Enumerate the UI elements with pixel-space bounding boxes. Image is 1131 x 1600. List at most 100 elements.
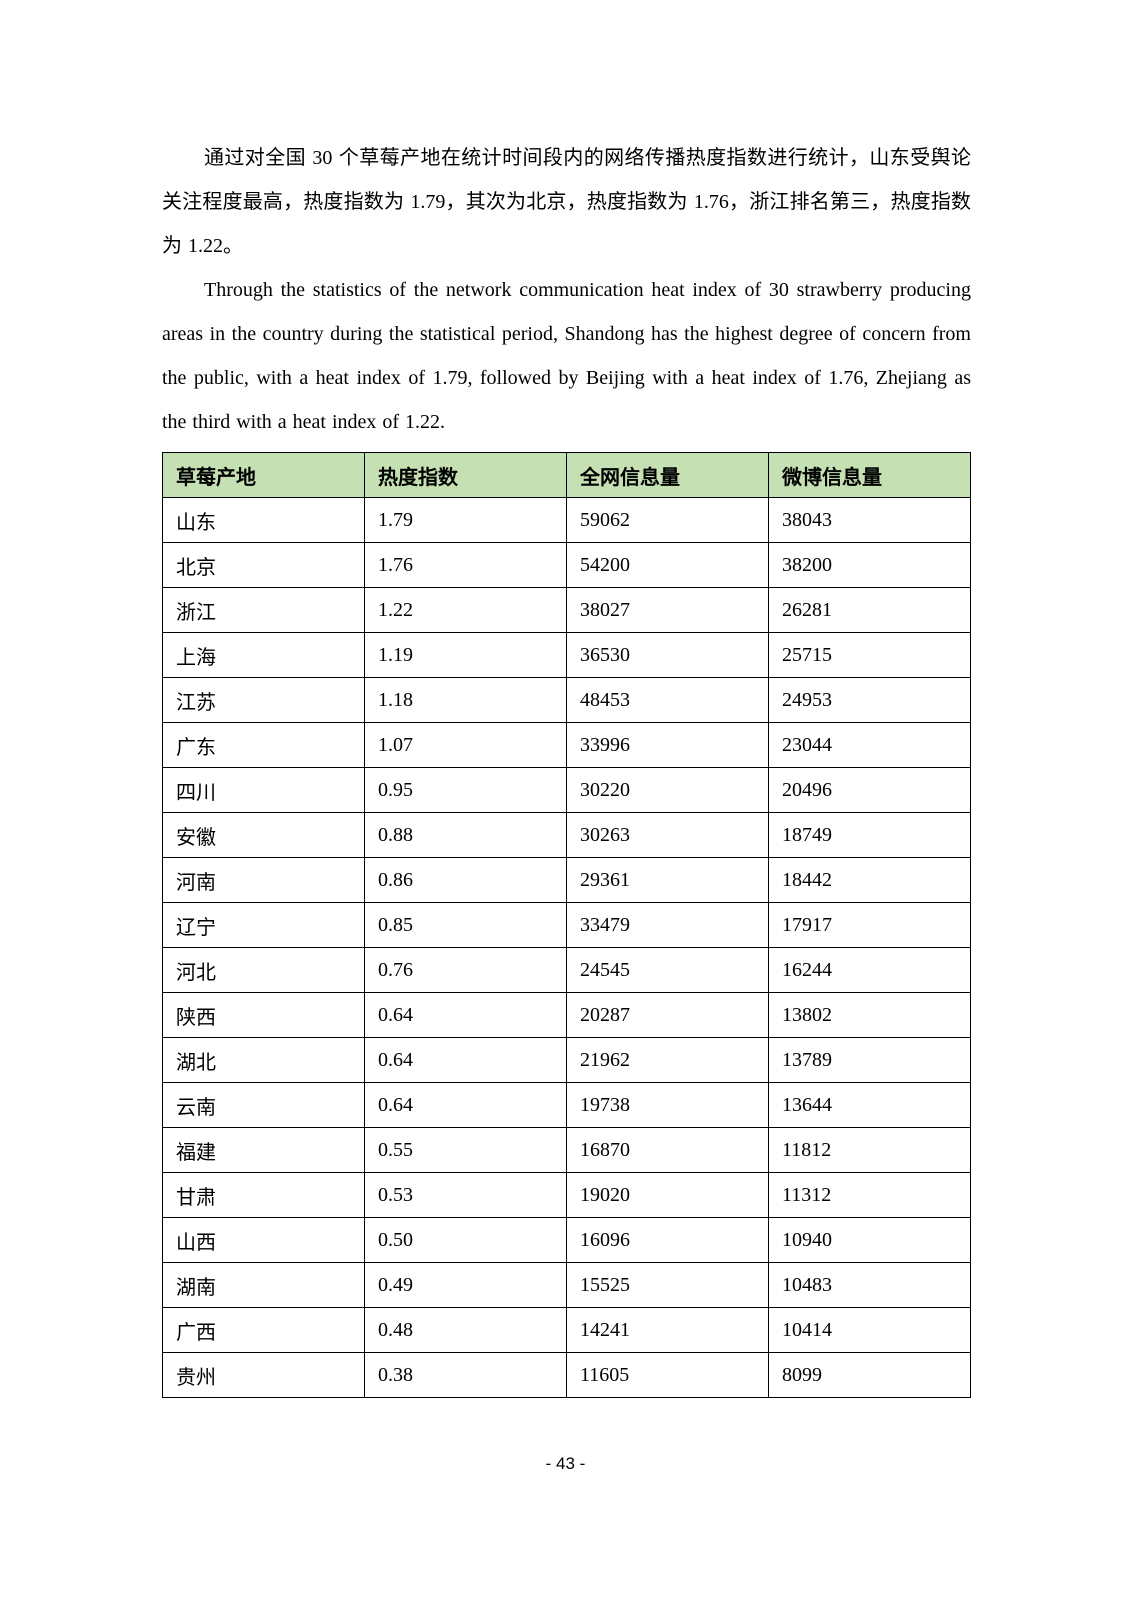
table-cell: 17917 bbox=[768, 902, 971, 948]
table-cell: 18749 bbox=[768, 812, 971, 858]
table-cell: 8099 bbox=[768, 1352, 971, 1398]
table-cell: 48453 bbox=[566, 677, 769, 723]
table-cell: 19020 bbox=[566, 1172, 769, 1218]
table-cell: 20287 bbox=[566, 992, 769, 1038]
table-cell: 13644 bbox=[768, 1082, 971, 1128]
table-row: 陕西 0.64 20287 13802 bbox=[162, 992, 971, 1038]
table-cell: 20496 bbox=[768, 767, 971, 813]
table-cell: 四川 bbox=[162, 767, 365, 813]
table-cell: 54200 bbox=[566, 542, 769, 588]
heat-index-table: 草莓产地 热度指数 全网信息量 微博信息量 山东 1.79 59062 38043 北京 1.7… bbox=[162, 452, 971, 1398]
table-cell: 24545 bbox=[566, 947, 769, 993]
table-cell: 河北 bbox=[162, 947, 365, 993]
table-cell: 38200 bbox=[768, 542, 971, 588]
table-cell: 0.86 bbox=[364, 857, 567, 903]
table-row: 北京 1.76 54200 38200 bbox=[162, 542, 971, 588]
table-cell: 安徽 bbox=[162, 812, 365, 858]
table-row: 河北 0.76 24545 16244 bbox=[162, 947, 971, 993]
table-cell: 1.18 bbox=[364, 677, 567, 723]
table-header-row: 草莓产地 热度指数 全网信息量 微博信息量 bbox=[162, 452, 971, 498]
table-cell: 38027 bbox=[566, 587, 769, 633]
table-row: 江苏 1.18 48453 24953 bbox=[162, 677, 971, 723]
table-cell: 13802 bbox=[768, 992, 971, 1038]
table-row: 湖南 0.49 15525 10483 bbox=[162, 1262, 971, 1308]
table-cell: 16870 bbox=[566, 1127, 769, 1173]
table-cell: 29361 bbox=[566, 857, 769, 903]
table-cell: 上海 bbox=[162, 632, 365, 678]
table-row: 贵州 0.38 11605 8099 bbox=[162, 1352, 971, 1398]
table-cell: 0.88 bbox=[364, 812, 567, 858]
table-cell: 山东 bbox=[162, 497, 365, 543]
table-row: 广西 0.48 14241 10414 bbox=[162, 1307, 971, 1353]
table-cell: 1.19 bbox=[364, 632, 567, 678]
table-cell: 21962 bbox=[566, 1037, 769, 1083]
table-cell: 河南 bbox=[162, 857, 365, 903]
paragraph-chinese: 通过对全国 30 个草莓产地在统计时间段内的网络传播热度指数进行统计，山东受舆论… bbox=[162, 147, 971, 257]
table-cell: 18442 bbox=[768, 857, 971, 903]
table-cell: 0.49 bbox=[364, 1262, 567, 1308]
table-cell: 16244 bbox=[768, 947, 971, 993]
table-row: 上海 1.19 36530 25715 bbox=[162, 632, 971, 678]
table-row: 安徽 0.88 30263 18749 bbox=[162, 812, 971, 858]
table-cell: 11812 bbox=[768, 1127, 971, 1173]
table-cell: 0.50 bbox=[364, 1217, 567, 1263]
table-row: 四川 0.95 30220 20496 bbox=[162, 767, 971, 813]
table-cell: 33996 bbox=[566, 722, 769, 768]
column-header-2: 全网信息量 bbox=[566, 452, 769, 498]
table-cell: 1.22 bbox=[364, 587, 567, 633]
page-content: 通过对全国 30 个草莓产地在统计时间段内的网络传播热度指数进行统计，山东受舆论… bbox=[162, 136, 971, 1398]
table-cell: 30263 bbox=[566, 812, 769, 858]
table-row: 山东 1.79 59062 38043 bbox=[162, 497, 971, 543]
table-cell: 38043 bbox=[768, 497, 971, 543]
table-cell: 云南 bbox=[162, 1082, 365, 1128]
table-cell: 北京 bbox=[162, 542, 365, 588]
table-row: 福建 0.55 16870 11812 bbox=[162, 1127, 971, 1173]
table-cell: 福建 bbox=[162, 1127, 365, 1173]
table-cell: 江苏 bbox=[162, 677, 365, 723]
table-cell: 11312 bbox=[768, 1172, 971, 1218]
paragraph-english: Through the statistics of the network co… bbox=[162, 279, 971, 433]
table-cell: 0.38 bbox=[364, 1352, 567, 1398]
table-body: 山东 1.79 59062 38043 北京 1.76 54200 38200 浙江 1.22 38… bbox=[162, 497, 971, 1398]
table-cell: 0.64 bbox=[364, 1082, 567, 1128]
table-cell: 1.79 bbox=[364, 497, 567, 543]
table-cell: 24953 bbox=[768, 677, 971, 723]
table-cell: 0.95 bbox=[364, 767, 567, 813]
table-cell: 0.76 bbox=[364, 947, 567, 993]
page-number: - 43 - bbox=[545, 1454, 586, 1473]
table-cell: 11605 bbox=[566, 1352, 769, 1398]
table-cell: 10940 bbox=[768, 1217, 971, 1263]
table-row: 山西 0.50 16096 10940 bbox=[162, 1217, 971, 1263]
table-cell: 1.76 bbox=[364, 542, 567, 588]
table-cell: 湖北 bbox=[162, 1037, 365, 1083]
table-cell: 0.85 bbox=[364, 902, 567, 948]
table-cell: 贵州 bbox=[162, 1352, 365, 1398]
table-cell: 36530 bbox=[566, 632, 769, 678]
table-cell: 15525 bbox=[566, 1262, 769, 1308]
table-cell: 广西 bbox=[162, 1307, 365, 1353]
table-cell: 30220 bbox=[566, 767, 769, 813]
table-cell: 1.07 bbox=[364, 722, 567, 768]
table-row: 河南 0.86 29361 18442 bbox=[162, 857, 971, 903]
table-row: 广东 1.07 33996 23044 bbox=[162, 722, 971, 768]
table-row: 辽宁 0.85 33479 17917 bbox=[162, 902, 971, 948]
table-cell: 0.48 bbox=[364, 1307, 567, 1353]
table-cell: 湖南 bbox=[162, 1262, 365, 1308]
table-cell: 0.64 bbox=[364, 992, 567, 1038]
table-cell: 浙江 bbox=[162, 587, 365, 633]
table-cell: 19738 bbox=[566, 1082, 769, 1128]
table-row: 云南 0.64 19738 13644 bbox=[162, 1082, 971, 1128]
column-header-0: 草莓产地 bbox=[162, 452, 365, 498]
table-cell: 陕西 bbox=[162, 992, 365, 1038]
table-cell: 0.53 bbox=[364, 1172, 567, 1218]
table-cell: 0.64 bbox=[364, 1037, 567, 1083]
table-cell: 59062 bbox=[566, 497, 769, 543]
table-cell: 甘肃 bbox=[162, 1172, 365, 1218]
table-cell: 23044 bbox=[768, 722, 971, 768]
table-cell: 0.55 bbox=[364, 1127, 567, 1173]
table-cell: 16096 bbox=[566, 1217, 769, 1263]
column-header-3: 微博信息量 bbox=[768, 452, 971, 498]
table-row: 湖北 0.64 21962 13789 bbox=[162, 1037, 971, 1083]
table-cell: 13789 bbox=[768, 1037, 971, 1083]
